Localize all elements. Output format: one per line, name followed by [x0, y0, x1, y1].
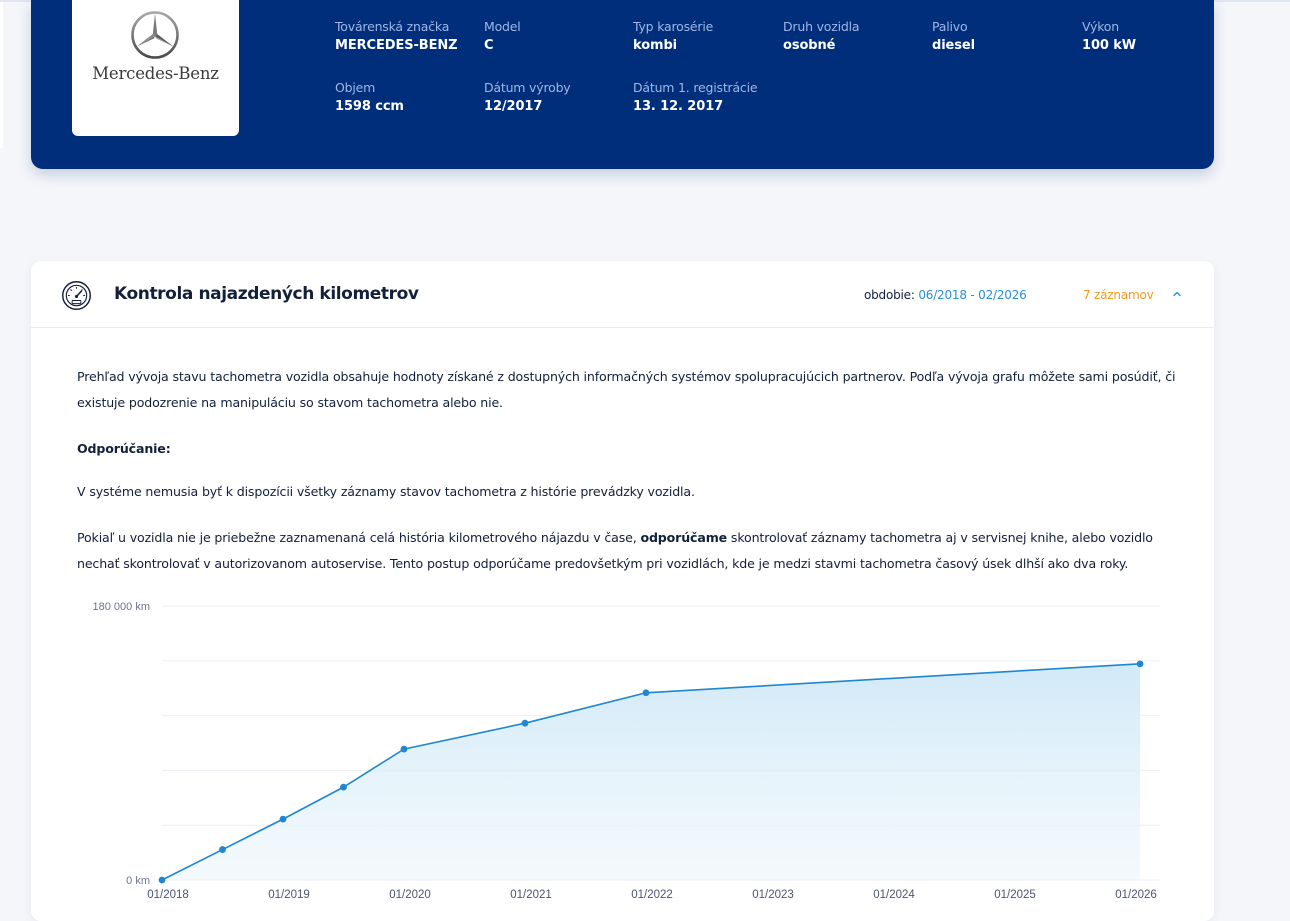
- chevron-up-icon[interactable]: [1171, 288, 1183, 300]
- spec-label: Objem: [335, 80, 376, 95]
- period-value: 06/2018 - 02/2026: [918, 288, 1027, 302]
- spec-label: Dátum 1. registrácie: [633, 80, 758, 95]
- period-info: obdobie: 06/2018 - 02/2026: [864, 288, 1027, 302]
- availability-note: V systéme nemusia byť k dispozícii všetk…: [77, 484, 695, 499]
- chart-data-point: [642, 689, 650, 697]
- x-axis-tick-label: 01/2019: [268, 889, 310, 900]
- x-axis-tick-label: 01/2023: [752, 889, 794, 900]
- spec-value: 100 kW: [1082, 38, 1137, 53]
- y-axis-tick-label: 180 000 km: [93, 601, 150, 613]
- mileage-card-header[interactable]: Kontrola najazdených kilometrov obdobie:…: [31, 261, 1214, 328]
- spec-engine-volume: Objem 1598 ccm: [335, 80, 404, 114]
- chart-data-point: [279, 815, 287, 823]
- x-axis-tick-label: 01/2020: [389, 889, 431, 900]
- chart-series-line: [161, 663, 1141, 881]
- spec-value: kombi: [633, 38, 678, 53]
- spec-value: 12/2017: [484, 99, 543, 114]
- left-edge-strip: [0, 2, 3, 148]
- spec-value: osobné: [783, 38, 836, 53]
- mileage-chart: 0 km 180 000 km 01/2018 01/2019 01/2020 01/20…: [93, 601, 1160, 900]
- mercedes-star-icon: [131, 11, 179, 59]
- spec-label: Druh vozidla: [783, 19, 860, 34]
- records-count: 7 záznamov: [1083, 288, 1154, 302]
- spec-model: Model C: [484, 19, 521, 53]
- recommendation-heading-text: Odporúčanie:: [77, 441, 171, 456]
- vehicle-info-card: Mercedes-Benz Továrenská značka MERCEDES…: [31, 0, 1214, 169]
- spec-value: 1598 ccm: [335, 99, 404, 114]
- x-axis-tick-label: 01/2018: [147, 889, 189, 900]
- chart-area-fill: [162, 663, 1141, 880]
- spec-value: C: [484, 38, 494, 53]
- recommendation-text-bold: odporúčame: [640, 530, 728, 545]
- spec-production-date: Dátum výroby 12/2017: [484, 80, 571, 114]
- section-title: Kontrola najazdených kilometrov: [114, 284, 419, 304]
- spec-label: Továrenská značka: [335, 19, 450, 34]
- spec-label: Výkon: [1082, 19, 1119, 34]
- spec-fuel: Palivo diesel: [932, 19, 975, 53]
- x-axis-tick-label: 01/2024: [873, 889, 915, 900]
- chart-data-point: [219, 846, 226, 853]
- spec-body-type: Typ karosérie kombi: [633, 19, 713, 53]
- chart-data-point: [400, 745, 408, 753]
- spec-label: Palivo: [932, 19, 968, 34]
- recommendation-paragraph: Pokiaľ u vozidla nie je priebežne zaznam…: [77, 525, 1177, 576]
- spec-brand: Továrenská značka MERCEDES-BENZ: [335, 19, 458, 53]
- x-axis-tick-label: 01/2022: [631, 889, 673, 900]
- brand-logo: Mercedes-Benz: [72, 0, 239, 136]
- chart-data-point: [158, 876, 166, 884]
- chart-data-point: [340, 783, 347, 791]
- period-label: obdobie:: [864, 288, 915, 302]
- spec-vehicle-kind: Druh vozidla osobné: [783, 19, 860, 53]
- brand-logo-text: Mercedes-Benz: [92, 64, 219, 83]
- x-axis-tick-label: 01/2025: [994, 889, 1036, 900]
- speedometer-icon: [62, 281, 91, 310]
- spec-value: MERCEDES-BENZ: [335, 38, 458, 53]
- spec-label: Dátum výroby: [484, 80, 571, 95]
- chart-data-point: [521, 719, 529, 727]
- recommendation-text-end: skontrolovať záznamy tachometra aj v ser…: [77, 530, 1153, 571]
- recommendation-heading: Odporúčanie:: [77, 436, 1177, 462]
- spec-value: 13. 12. 2017: [633, 99, 724, 114]
- y-axis-tick-label: 0 km: [126, 875, 150, 887]
- spec-label: Model: [484, 19, 521, 34]
- spec-power: Výkon 100 kW: [1082, 19, 1136, 53]
- recommendation-text-start: Pokiaľ u vozidla nie je priebežne zaznam…: [77, 530, 641, 545]
- x-axis-tick-label: 01/2021: [510, 889, 552, 900]
- x-axis-tick-label: 01/2026: [1115, 889, 1157, 900]
- spec-first-registration: Dátum 1. registrácie 13. 12. 2017: [633, 80, 758, 114]
- spec-label: Typ karosérie: [633, 19, 714, 34]
- description-paragraph: Prehľad vývoja stavu tachometra vozidla …: [77, 369, 1176, 410]
- spec-value: diesel: [932, 38, 975, 53]
- chart-data-point: [1136, 660, 1144, 668]
